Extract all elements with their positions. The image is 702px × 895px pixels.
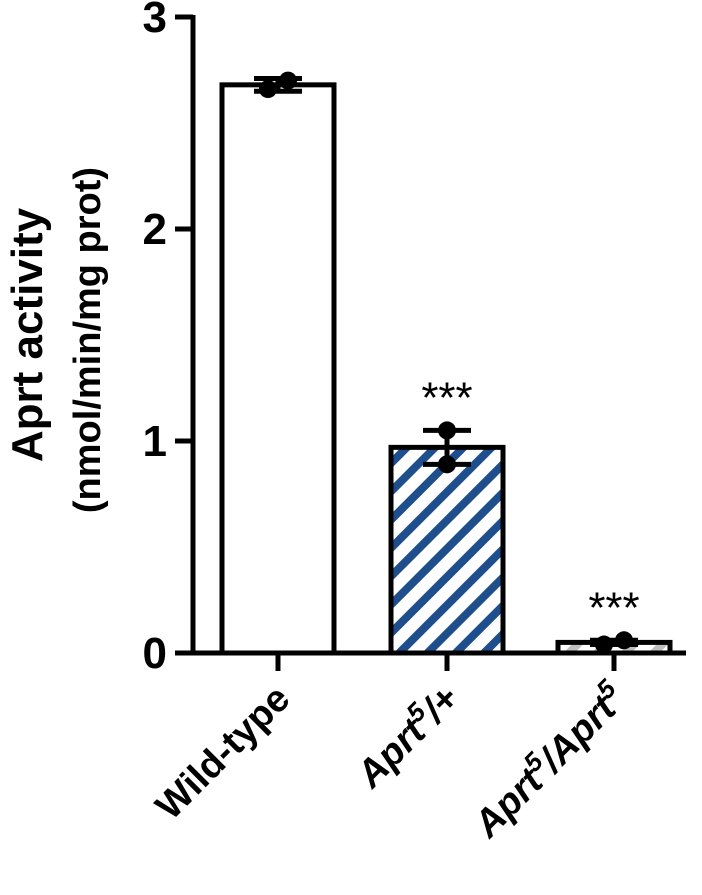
data-point — [259, 80, 277, 99]
data-point — [279, 71, 297, 90]
y-tick-label: 0 — [143, 629, 167, 678]
x-tick-label: Aprt5/Aprt5 — [461, 673, 634, 846]
y-axis-title-line1: Aprt activity — [3, 207, 52, 462]
data-point — [615, 631, 633, 650]
x-tick-label: Aprt5/+ — [344, 673, 467, 796]
data-point — [438, 421, 456, 440]
x-tick-label: Wild-type — [148, 678, 298, 828]
data-point — [438, 455, 456, 474]
y-tick-label: 3 — [143, 0, 167, 42]
plot-area: 0 1 2 3 Wild-type *** Aprt5/+ *** Aprt5/Aprt5 — [143, 0, 686, 846]
bar — [219, 82, 337, 656]
y-axis-title-line2: (nmol/min/mg prot) — [67, 167, 109, 513]
y-tick-label: 2 — [143, 205, 167, 254]
bar — [388, 444, 506, 656]
significance-label: *** — [588, 583, 639, 632]
significance-label: *** — [421, 373, 472, 422]
data-point — [595, 635, 613, 654]
y-axis-title: Aprt activity (nmol/min/mg prot) — [3, 167, 109, 513]
y-tick-label: 1 — [143, 417, 167, 466]
